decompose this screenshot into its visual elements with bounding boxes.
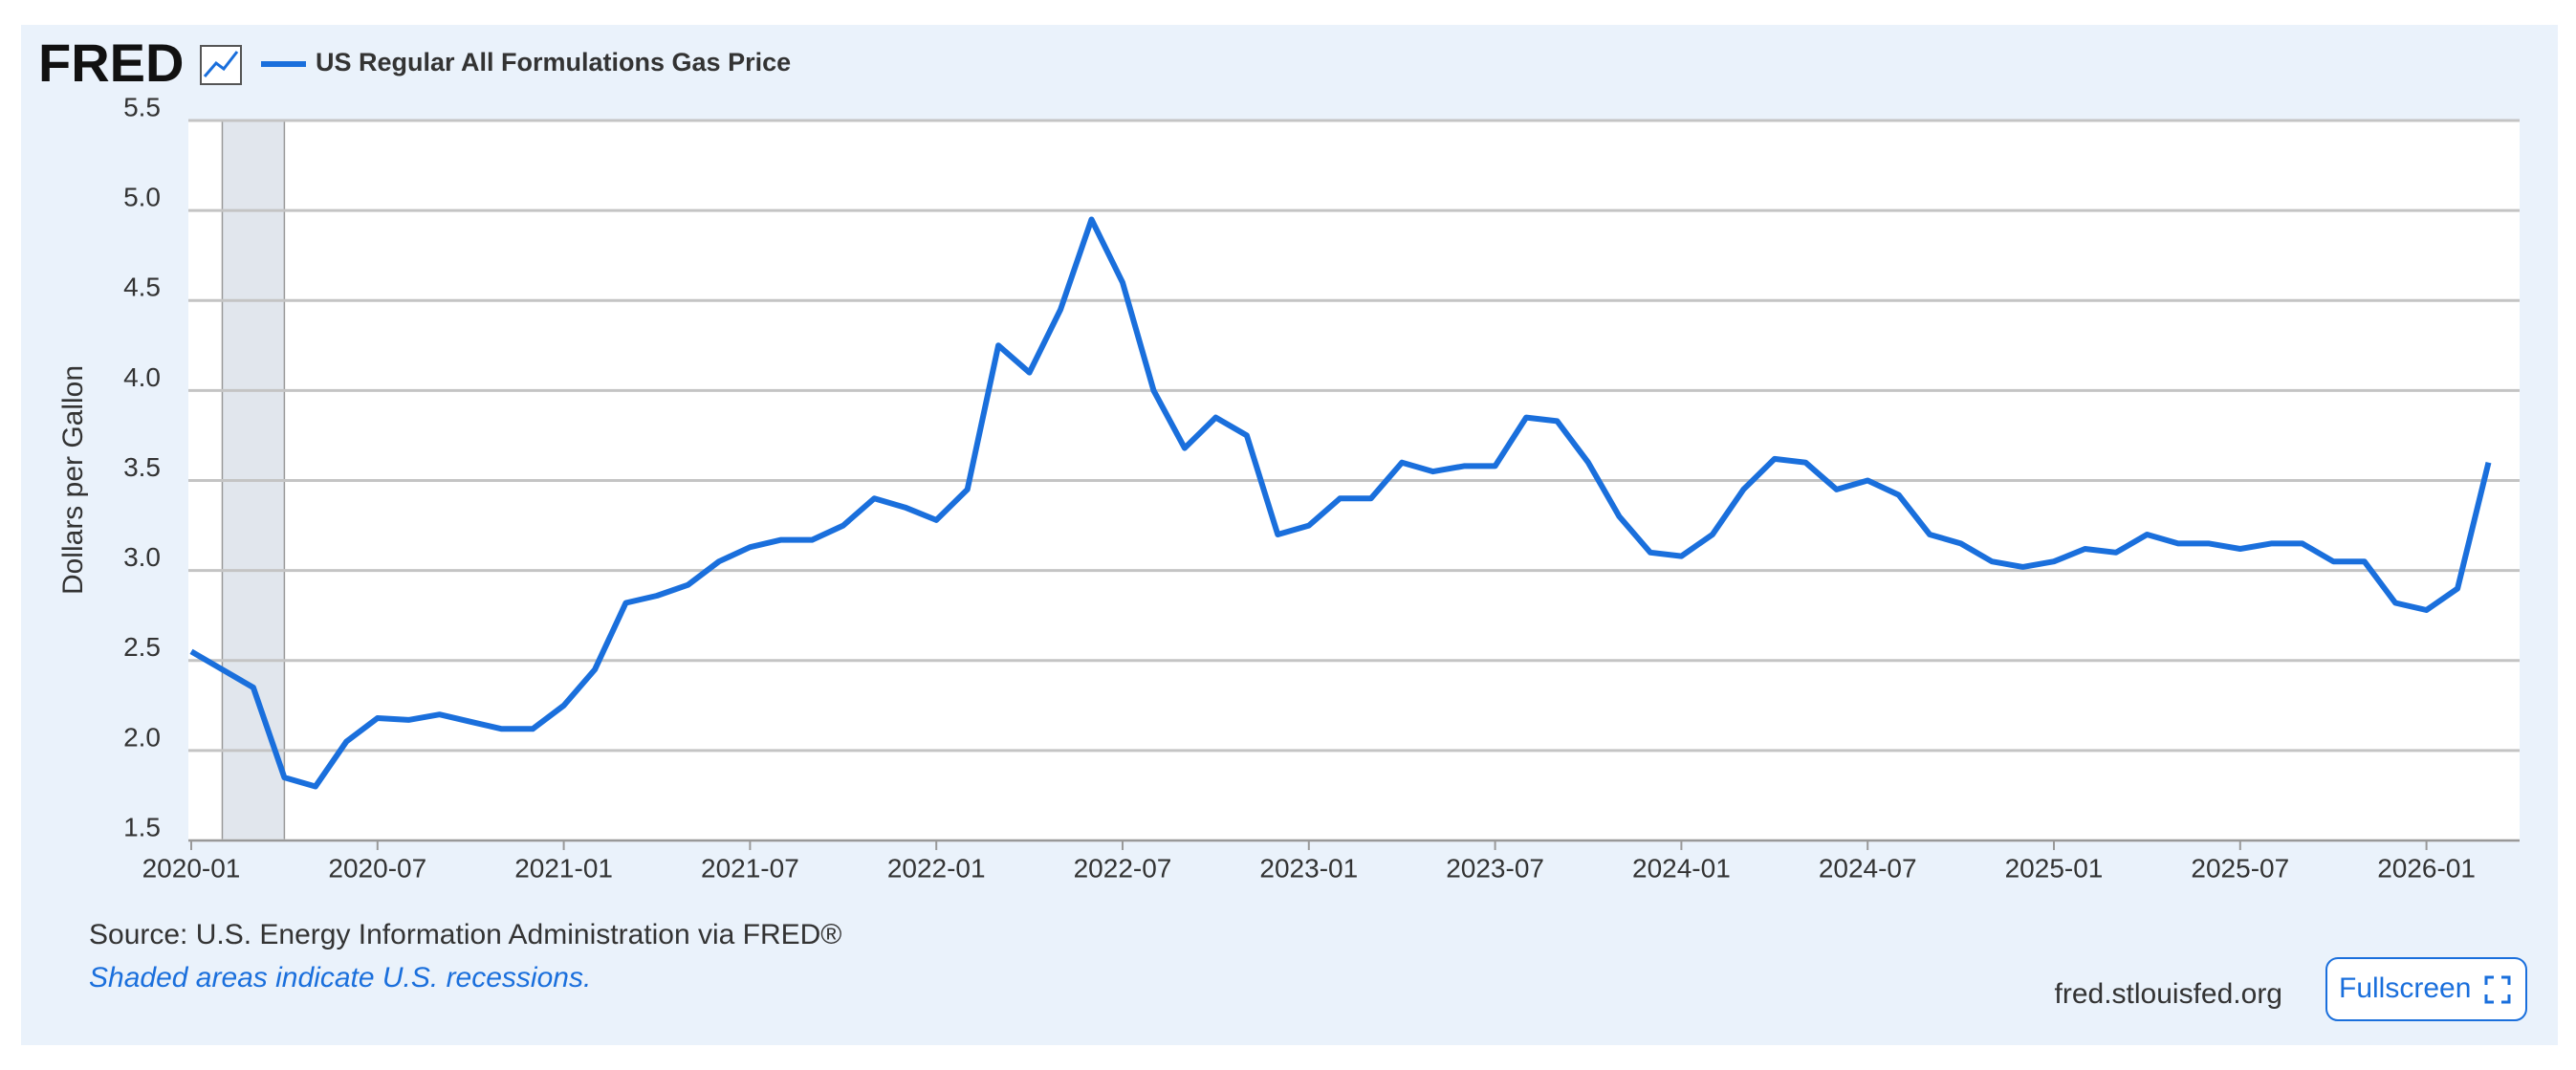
x-tick-label: 2026-01 [2377, 853, 2476, 883]
x-tick-label: 2024-01 [1632, 853, 1731, 883]
x-tick-label: 2021-07 [701, 853, 799, 883]
x-tick-label: 2022-07 [1074, 853, 1172, 883]
y-axis-label: Dollars per Gallon [57, 365, 89, 595]
button-label[interactable]: Fullscreen [2339, 972, 2471, 1004]
plot [188, 119, 2520, 842]
logo: FRED [38, 33, 184, 93]
x-tick-label: 2025-07 [2191, 853, 2289, 883]
series-line [189, 216, 2492, 790]
y-tick-label: 3.0 [123, 542, 161, 572]
y-tick-label: 2.5 [123, 632, 161, 662]
x-tick-label: 2020-01 [142, 853, 241, 883]
source: Source: U.S. Energy Information Administ… [89, 919, 841, 950]
x-tick-label: 2022-01 [887, 853, 986, 883]
site-url: fred.stlouisfed.org [2055, 978, 2282, 1010]
x-tick-label: 2023-07 [1446, 853, 1544, 883]
x-tick-label: 2024-07 [1819, 853, 1917, 883]
y-tick-label: 3.5 [123, 452, 161, 482]
x-tick-label: 2023-01 [1259, 853, 1358, 883]
recession-note: Shaded areas indicate U.S. recessions. [89, 962, 591, 994]
fullscreen-button[interactable]: Fullscreen [2325, 957, 2527, 1021]
y-tick-label: 4.0 [123, 362, 161, 392]
y-tick-label: 4.5 [123, 273, 161, 302]
y-tick-label: 2.0 [123, 722, 161, 752]
y-tick-label: 5.0 [123, 183, 161, 212]
legend-label: US Regular All Formulations Gas Price [316, 48, 791, 76]
y-tick-label: 1.5 [123, 812, 161, 841]
logo-icon [200, 45, 242, 85]
x-tick-label: 2020-07 [328, 853, 426, 883]
x-tick-label: 2025-01 [2005, 853, 2104, 883]
y-tick-label: 5.5 [123, 92, 161, 121]
x-tick-label: 2021-01 [514, 853, 613, 883]
